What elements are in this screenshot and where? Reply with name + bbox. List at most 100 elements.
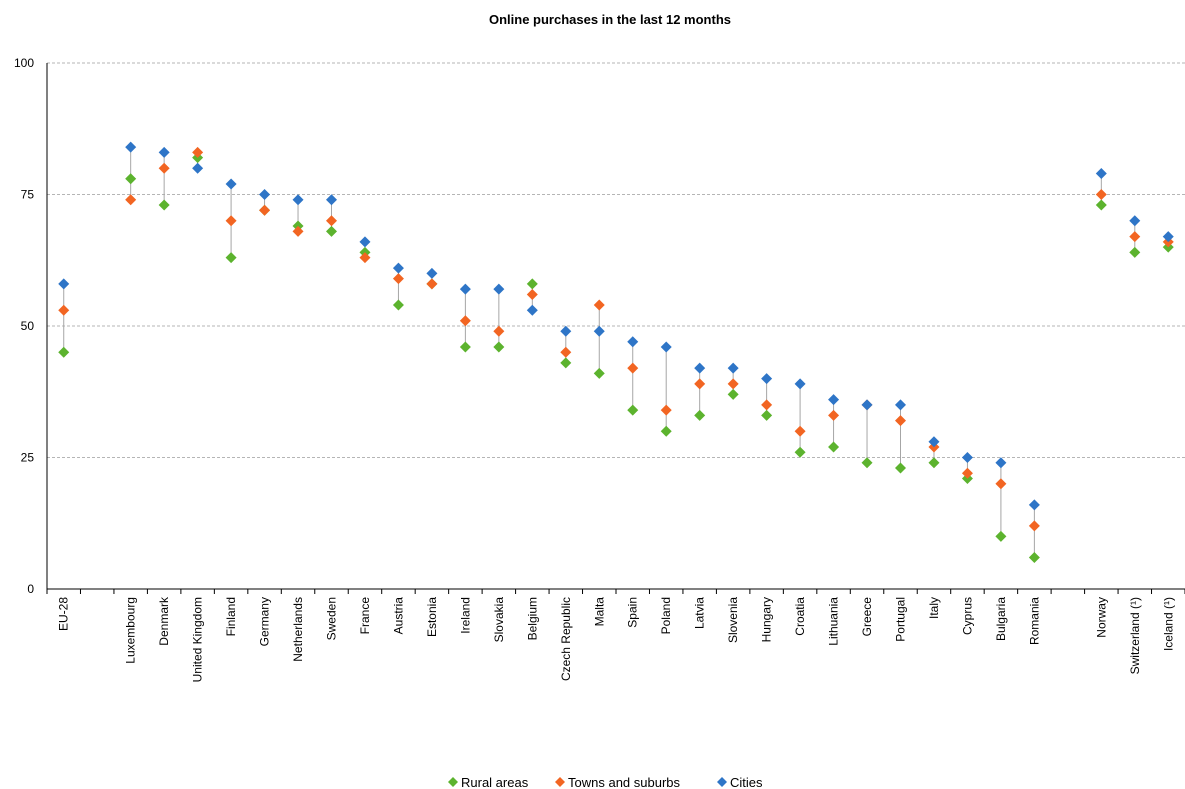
data-point-rural-areas <box>627 404 639 416</box>
data-point-cities <box>459 283 471 295</box>
data-point-cities <box>1095 167 1107 179</box>
data-point-rural-areas <box>660 425 672 437</box>
data-point-rural-areas <box>794 446 806 458</box>
data-point-cities <box>560 325 572 337</box>
x-tick-label: Slovenia <box>726 597 740 643</box>
data-point-towns-and-suburbs <box>593 299 605 311</box>
data-point-cities <box>895 399 906 411</box>
data-point-towns-and-suburbs <box>359 252 371 264</box>
x-tick-label: Netherlands <box>291 597 305 662</box>
data-point-cities <box>593 325 605 337</box>
legend-marker <box>555 777 565 787</box>
x-tick-label: Finland <box>224 597 238 636</box>
data-point-towns-and-suburbs <box>392 273 404 285</box>
data-point-cities <box>326 194 337 206</box>
data-point-cities <box>961 452 973 463</box>
data-point-rural-areas <box>158 199 170 211</box>
data-point-towns-and-suburbs <box>895 415 906 427</box>
data-point-cities <box>727 362 739 374</box>
data-point-cities <box>426 267 438 279</box>
chart-title: Online purchases in the last 12 months <box>489 12 731 27</box>
data-point-cities <box>259 189 271 200</box>
data-point-cities <box>125 141 137 153</box>
gridlines <box>47 62 1185 458</box>
x-tick-label: Ireland <box>458 597 472 634</box>
data-point-cities <box>995 457 1007 469</box>
x-tick-label: Switzerland (¹) <box>1128 597 1142 674</box>
data-point-cities <box>58 278 70 290</box>
legend-label: Rural areas <box>461 775 529 789</box>
x-tick-label: EU-28 <box>57 597 71 631</box>
x-tick-label: Luxembourg <box>124 597 138 664</box>
data-point-towns-and-suburbs <box>828 409 840 421</box>
data-point-cities <box>493 283 505 295</box>
x-tick-label: Lithuania <box>827 597 841 646</box>
x-tick-label: Cyprus <box>960 597 974 635</box>
data-point-towns-and-suburbs <box>961 467 973 479</box>
data-point-rural-areas <box>593 367 605 379</box>
data-point-rural-areas <box>125 173 137 185</box>
data-point-rural-areas <box>727 388 739 400</box>
x-tick-label: Spain <box>626 597 640 628</box>
y-tick-label: 25 <box>21 451 35 465</box>
x-tick-label: Italy <box>927 597 941 619</box>
x-tick-label: Iceland (¹) <box>1161 597 1175 651</box>
x-tick-label: Romania <box>1027 597 1041 645</box>
data-point-towns-and-suburbs <box>560 346 572 358</box>
data-point-cities <box>392 262 404 274</box>
y-tick-label: 0 <box>27 582 34 596</box>
data-point-rural-areas <box>392 299 404 311</box>
data-point-towns-and-suburbs <box>995 478 1007 490</box>
data-point-towns-and-suburbs <box>426 278 438 290</box>
data-point-cities <box>694 362 706 374</box>
data-point-cities <box>1028 499 1040 511</box>
data-point-towns-and-suburbs <box>326 215 337 227</box>
data-point-towns-and-suburbs <box>259 204 271 216</box>
data-point-rural-areas <box>560 357 572 369</box>
data-point-cities <box>828 394 840 406</box>
data-point-cities <box>359 236 371 248</box>
x-tick-label: Hungary <box>760 597 774 642</box>
x-tick-label: United Kingdom <box>191 597 205 682</box>
data-point-rural-areas <box>1095 199 1107 211</box>
y-axis-ticks: 0 25 50 75 100 <box>14 56 34 596</box>
data-point-cities <box>627 336 639 348</box>
y-tick-label: 100 <box>14 56 34 70</box>
x-tick-label: Germany <box>258 597 272 646</box>
data-point-cities <box>192 162 204 174</box>
data-point-rural-areas <box>828 441 840 453</box>
y-tick-label: 75 <box>21 188 35 202</box>
data-point-towns-and-suburbs <box>459 315 471 327</box>
data-point-towns-and-suburbs <box>727 378 739 390</box>
data-point-rural-areas <box>326 225 337 237</box>
data-point-cities <box>660 341 672 353</box>
x-tick-label: Austria <box>391 597 405 635</box>
data-point-rural-areas <box>895 462 906 474</box>
data-point-cities <box>1129 215 1141 227</box>
x-tick-label: Sweden <box>325 597 339 640</box>
x-tick-label: Bulgaria <box>994 597 1008 641</box>
data-point-cities <box>526 304 538 316</box>
x-tick-label: Denmark <box>157 596 171 646</box>
data-point-towns-and-suburbs <box>694 378 706 390</box>
data-point-towns-and-suburbs <box>1129 231 1141 243</box>
x-tick-label: Malta <box>592 597 606 627</box>
x-tick-label: Slovakia <box>492 597 506 643</box>
x-tick-label: Greece <box>860 597 874 637</box>
data-point-rural-areas <box>861 457 873 469</box>
data-point-cities <box>1162 231 1174 243</box>
data-point-rural-areas <box>1028 551 1040 563</box>
data-point-towns-and-suburbs <box>660 404 672 416</box>
legend-label: Towns and suburbs <box>568 775 681 789</box>
data-point-cities <box>225 178 237 190</box>
data-point-rural-areas <box>58 346 70 358</box>
data-point-towns-and-suburbs <box>192 146 204 158</box>
x-tick-label: Poland <box>659 597 673 634</box>
x-tick-label: Czech Republic <box>559 597 573 681</box>
x-tick-label: Croatia <box>793 597 807 636</box>
data-point-towns-and-suburbs <box>292 225 304 237</box>
data-point-rural-areas <box>526 278 538 290</box>
data-point-towns-and-suburbs <box>225 215 237 227</box>
x-axis: EU-28 Luxembourg Denmark United Kingdom Finl… <box>46 63 1185 682</box>
data-point-cities <box>292 194 304 206</box>
